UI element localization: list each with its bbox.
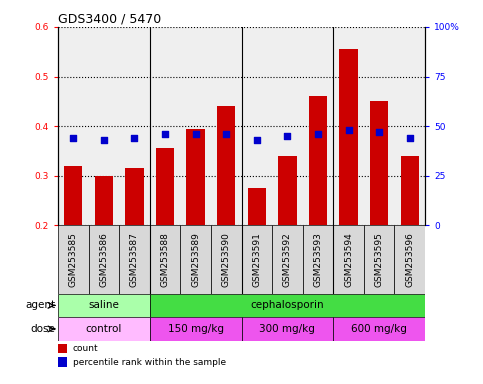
Text: dose: dose [30, 324, 56, 334]
Bar [58, 358, 67, 367]
Bar [364, 27, 395, 225]
Text: GSM253590: GSM253590 [222, 232, 231, 287]
Bar [156, 149, 174, 225]
Bar [180, 27, 211, 225]
Point [345, 127, 353, 133]
Bar [88, 225, 119, 294]
Point [100, 137, 108, 143]
Point [284, 133, 291, 139]
Bar [400, 156, 419, 225]
Bar [58, 317, 150, 341]
Text: GSM253595: GSM253595 [375, 232, 384, 287]
Text: percentile rank within the sample: percentile rank within the sample [72, 358, 226, 367]
Bar [278, 156, 297, 225]
Bar [272, 27, 303, 225]
Text: GSM253596: GSM253596 [405, 232, 414, 287]
Point [253, 137, 261, 143]
Bar [242, 27, 272, 225]
Bar [119, 27, 150, 225]
Bar [64, 166, 83, 225]
Point [70, 135, 77, 141]
Text: 600 mg/kg: 600 mg/kg [351, 324, 407, 334]
Bar [333, 27, 364, 225]
Bar [150, 317, 242, 341]
Bar [58, 27, 88, 225]
Bar [309, 96, 327, 225]
Point [130, 135, 138, 141]
Text: GSM253588: GSM253588 [160, 232, 170, 287]
Bar [95, 176, 113, 225]
Point [406, 135, 413, 141]
Text: agent: agent [26, 300, 56, 310]
Bar [150, 294, 425, 317]
Bar [395, 27, 425, 225]
Text: saline: saline [88, 300, 119, 310]
Text: GSM253594: GSM253594 [344, 232, 353, 287]
Text: GSM253592: GSM253592 [283, 232, 292, 287]
Text: 300 mg/kg: 300 mg/kg [259, 324, 315, 334]
Bar [395, 225, 425, 294]
Bar [370, 101, 388, 225]
Bar [242, 225, 272, 294]
Text: cephalosporin: cephalosporin [251, 300, 324, 310]
Text: control: control [85, 324, 122, 334]
Point [161, 131, 169, 137]
Bar [58, 344, 67, 353]
Bar [211, 225, 242, 294]
Text: GDS3400 / 5470: GDS3400 / 5470 [58, 13, 161, 26]
Bar [58, 294, 150, 317]
Bar [88, 27, 119, 225]
Text: GSM253587: GSM253587 [130, 232, 139, 287]
Bar [186, 129, 205, 225]
Text: GSM253593: GSM253593 [313, 232, 323, 287]
Text: GSM253586: GSM253586 [99, 232, 108, 287]
Bar [119, 225, 150, 294]
Text: count: count [72, 344, 98, 353]
Bar [333, 225, 364, 294]
Bar [180, 225, 211, 294]
Bar [333, 317, 425, 341]
Point [222, 131, 230, 137]
Text: GSM253591: GSM253591 [252, 232, 261, 287]
Point [192, 131, 199, 137]
Bar [150, 225, 180, 294]
Bar [150, 27, 180, 225]
Bar [211, 27, 242, 225]
Bar [303, 27, 333, 225]
Bar [340, 49, 358, 225]
Point [375, 129, 383, 135]
Bar [248, 188, 266, 225]
Bar [242, 317, 333, 341]
Bar [272, 225, 303, 294]
Text: 150 mg/kg: 150 mg/kg [168, 324, 224, 334]
Bar [125, 168, 143, 225]
Bar [364, 225, 395, 294]
Text: GSM253589: GSM253589 [191, 232, 200, 287]
Text: GSM253585: GSM253585 [69, 232, 78, 287]
Bar [303, 225, 333, 294]
Bar [58, 225, 88, 294]
Bar [217, 106, 235, 225]
Point [314, 131, 322, 137]
